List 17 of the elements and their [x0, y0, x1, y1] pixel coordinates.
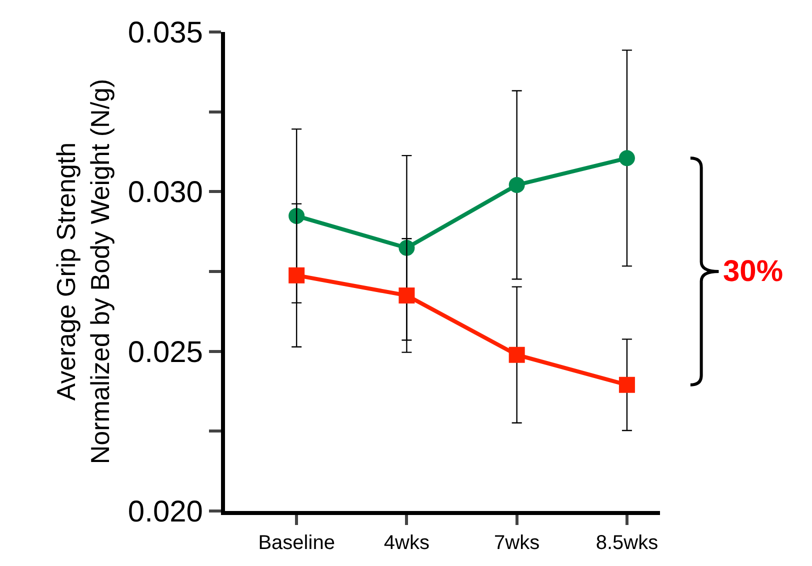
- point: [508, 176, 525, 193]
- y-tick-label: 0.035: [128, 16, 203, 50]
- x-tick-label: 4wks: [384, 532, 430, 554]
- point: [618, 150, 635, 166]
- y-axis-title: Average Grip Strength Normalized by Body Weight (N/g): [51, 78, 115, 464]
- point: [398, 287, 415, 304]
- y-tick-label: 0.020: [128, 496, 203, 528]
- text: 30%: [723, 255, 784, 288]
- point: [508, 346, 525, 363]
- point: [618, 376, 635, 393]
- x-tick-label: 7wks: [494, 532, 540, 554]
- y-tick-label: 0.030: [128, 176, 203, 210]
- x-tick-label: Baseline: [258, 532, 335, 554]
- y-tick-label: 0.025: [128, 336, 203, 369]
- point: [288, 208, 305, 224]
- point: [288, 267, 305, 284]
- x-tick-label: 8.5wks: [596, 532, 658, 554]
